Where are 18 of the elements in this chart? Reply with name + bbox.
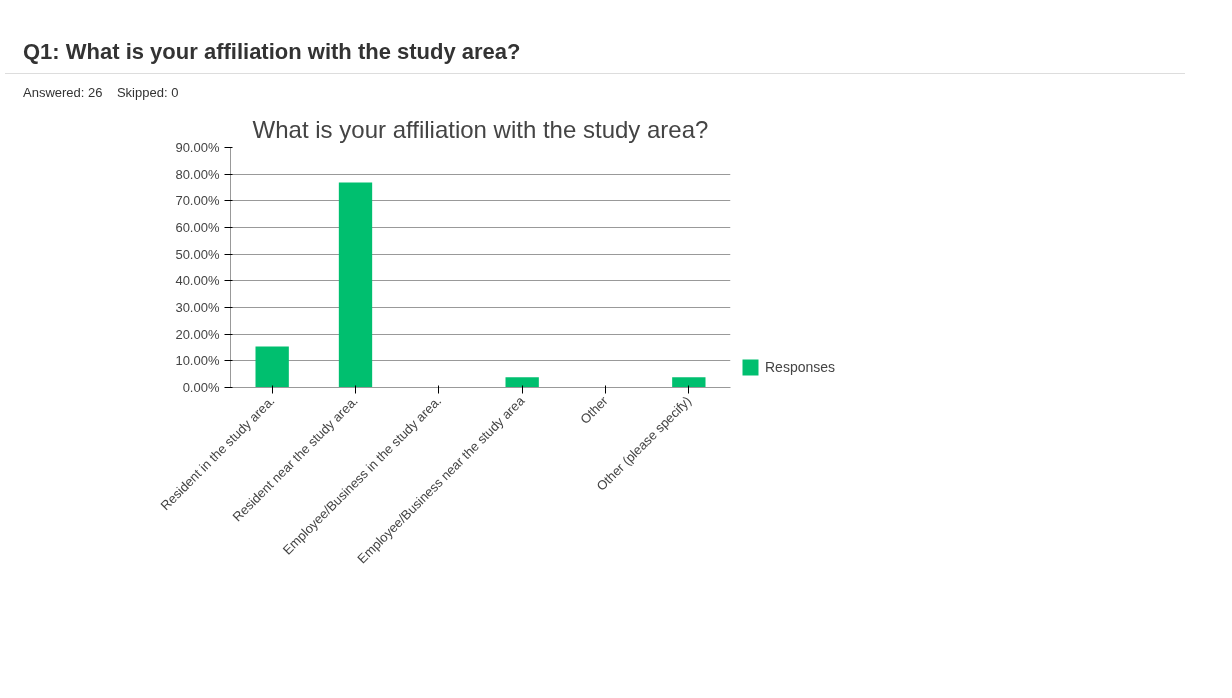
y-tick-label: 0.00% bbox=[182, 379, 220, 395]
chart-subtitle: What is your affiliation with the study area? bbox=[252, 115, 709, 143]
y-tick-label: 30.00% bbox=[175, 299, 220, 315]
y-tick-label: 50.00% bbox=[175, 246, 220, 262]
y-tick-label: 20.00% bbox=[175, 326, 220, 342]
y-tick-label: 10.00% bbox=[175, 353, 220, 369]
bar bbox=[338, 182, 373, 388]
y-tick-label: 90.00% bbox=[175, 139, 220, 155]
chart-title: Q1: What is your affiliation with the study area? bbox=[23, 38, 521, 66]
text: Answered: 26 Skipped: 0 bbox=[23, 84, 179, 103]
y-tick-label: 70.00% bbox=[175, 193, 220, 209]
y-tick-label: 80.00% bbox=[175, 166, 220, 182]
bar bbox=[505, 377, 539, 388]
y-tick-label: 60.00% bbox=[175, 219, 220, 235]
y-tick-label: 40.00% bbox=[175, 273, 220, 289]
bar bbox=[672, 377, 706, 388]
legend-label: Responses bbox=[765, 358, 836, 375]
bar bbox=[255, 346, 289, 388]
